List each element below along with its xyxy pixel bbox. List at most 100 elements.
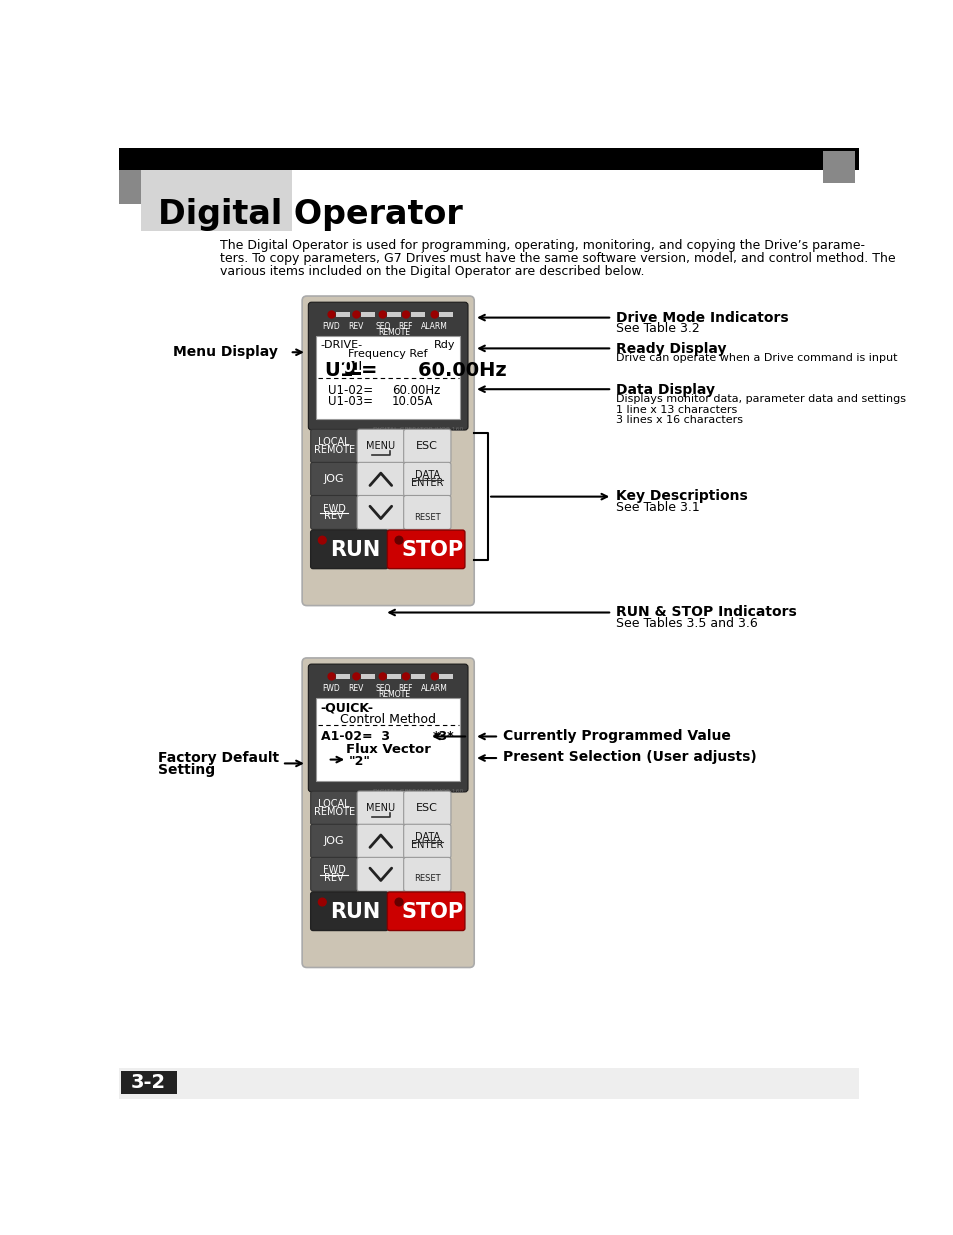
Text: REMOTE: REMOTE: [378, 690, 410, 699]
Text: RUN: RUN: [330, 540, 380, 561]
FancyBboxPatch shape: [308, 664, 468, 792]
Text: REMOTE: REMOTE: [378, 329, 410, 337]
Text: DIGITAL OPERATOR JVOP-160: DIGITAL OPERATOR JVOP-160: [373, 789, 463, 794]
Text: RUN & STOP Indicators: RUN & STOP Indicators: [616, 605, 796, 619]
Text: FWD: FWD: [322, 684, 340, 693]
Text: 10.05A: 10.05A: [392, 395, 433, 409]
Circle shape: [402, 673, 409, 680]
Circle shape: [431, 673, 437, 680]
Text: FWD: FWD: [322, 866, 345, 876]
Text: "2": "2": [348, 755, 371, 768]
Text: =      60.00Hz: = 60.00Hz: [360, 361, 506, 379]
Circle shape: [395, 536, 402, 543]
Text: REV: REV: [349, 684, 364, 693]
Text: Frequency Ref: Frequency Ref: [348, 350, 428, 359]
Bar: [345, 362, 360, 374]
Text: U1-: U1-: [323, 361, 361, 379]
Text: Menu Display: Menu Display: [173, 345, 278, 358]
Bar: [387, 312, 401, 317]
Text: Rdy: Rdy: [434, 340, 456, 350]
Bar: [387, 674, 401, 679]
FancyBboxPatch shape: [356, 495, 404, 530]
Text: REF: REF: [398, 684, 413, 693]
Text: U1-03=: U1-03=: [327, 395, 373, 409]
Circle shape: [318, 536, 326, 543]
Text: REMOTE: REMOTE: [314, 806, 355, 816]
Text: Control Method: Control Method: [340, 713, 436, 726]
Circle shape: [353, 311, 359, 317]
Circle shape: [353, 673, 359, 680]
Text: REV: REV: [324, 511, 344, 521]
Text: ESC: ESC: [416, 803, 437, 813]
Circle shape: [431, 311, 437, 317]
FancyBboxPatch shape: [311, 824, 357, 858]
Text: *3*: *3*: [432, 730, 454, 743]
Text: SEQ: SEQ: [375, 322, 390, 331]
FancyBboxPatch shape: [311, 430, 357, 463]
FancyBboxPatch shape: [311, 792, 357, 825]
Text: REF: REF: [398, 322, 413, 331]
Circle shape: [402, 311, 409, 317]
FancyBboxPatch shape: [311, 462, 357, 496]
Text: Drive can operate when a Drive command is input: Drive can operate when a Drive command i…: [616, 353, 897, 363]
Circle shape: [395, 898, 402, 906]
Text: ALARM: ALARM: [421, 684, 448, 693]
Text: DIGITAL OPERATOR JVOP-160: DIGITAL OPERATOR JVOP-160: [373, 427, 463, 432]
Text: Displays monitor data, parameter data and settings: Displays monitor data, parameter data an…: [616, 394, 905, 404]
Bar: [410, 674, 424, 679]
Text: Present Selection (User adjusts): Present Selection (User adjusts): [502, 751, 756, 764]
Circle shape: [328, 311, 335, 317]
Bar: [119, 148, 858, 169]
Text: RESET: RESET: [414, 513, 440, 521]
Bar: [439, 674, 453, 679]
FancyBboxPatch shape: [356, 857, 404, 892]
Text: MENU: MENU: [366, 441, 395, 451]
Bar: [119, 169, 141, 205]
FancyBboxPatch shape: [356, 462, 404, 496]
FancyBboxPatch shape: [356, 430, 404, 463]
Text: 60.00Hz: 60.00Hz: [392, 384, 440, 396]
Text: REMOTE: REMOTE: [314, 445, 355, 454]
Bar: [439, 312, 453, 317]
Text: DATA: DATA: [415, 471, 439, 480]
FancyBboxPatch shape: [403, 824, 451, 858]
FancyBboxPatch shape: [311, 530, 388, 568]
Text: Data Display: Data Display: [616, 383, 715, 396]
Text: DATA: DATA: [415, 832, 439, 842]
Bar: [315, 698, 459, 782]
Text: 3-2: 3-2: [131, 1073, 166, 1092]
Text: Ready Display: Ready Display: [616, 342, 726, 356]
Text: JOG: JOG: [324, 836, 344, 846]
Text: 01: 01: [342, 361, 363, 375]
Bar: [141, 169, 292, 231]
Text: -DRIVE-: -DRIVE-: [320, 340, 362, 350]
FancyBboxPatch shape: [403, 857, 451, 892]
FancyBboxPatch shape: [356, 824, 404, 858]
FancyBboxPatch shape: [302, 296, 474, 605]
Circle shape: [318, 898, 326, 906]
Circle shape: [379, 311, 386, 317]
Text: Flux Vector: Flux Vector: [345, 743, 430, 756]
Text: Factory Default: Factory Default: [158, 751, 279, 766]
Circle shape: [328, 673, 335, 680]
Bar: [822, 151, 855, 183]
Text: MENU: MENU: [366, 803, 395, 813]
Text: RESET: RESET: [414, 874, 440, 883]
FancyBboxPatch shape: [403, 462, 451, 496]
Text: U1-02=: U1-02=: [327, 384, 373, 396]
Text: -QUICK-: -QUICK-: [320, 701, 374, 715]
Text: JOG: JOG: [324, 474, 344, 484]
Text: FWD: FWD: [322, 504, 345, 514]
FancyBboxPatch shape: [302, 658, 474, 967]
Text: FWD: FWD: [322, 322, 340, 331]
Text: See Table 3.2: See Table 3.2: [616, 322, 700, 335]
Text: 1 line x 13 characters: 1 line x 13 characters: [616, 405, 737, 415]
FancyBboxPatch shape: [403, 430, 451, 463]
Bar: [315, 336, 459, 419]
Text: ters. To copy parameters, G7 Drives must have the same software version, model, : ters. To copy parameters, G7 Drives must…: [220, 252, 895, 266]
FancyBboxPatch shape: [387, 892, 464, 930]
Text: Digital Operator: Digital Operator: [158, 198, 462, 231]
Text: SEQ: SEQ: [375, 684, 390, 693]
Text: Currently Programmed Value: Currently Programmed Value: [502, 729, 730, 742]
FancyBboxPatch shape: [311, 857, 357, 892]
